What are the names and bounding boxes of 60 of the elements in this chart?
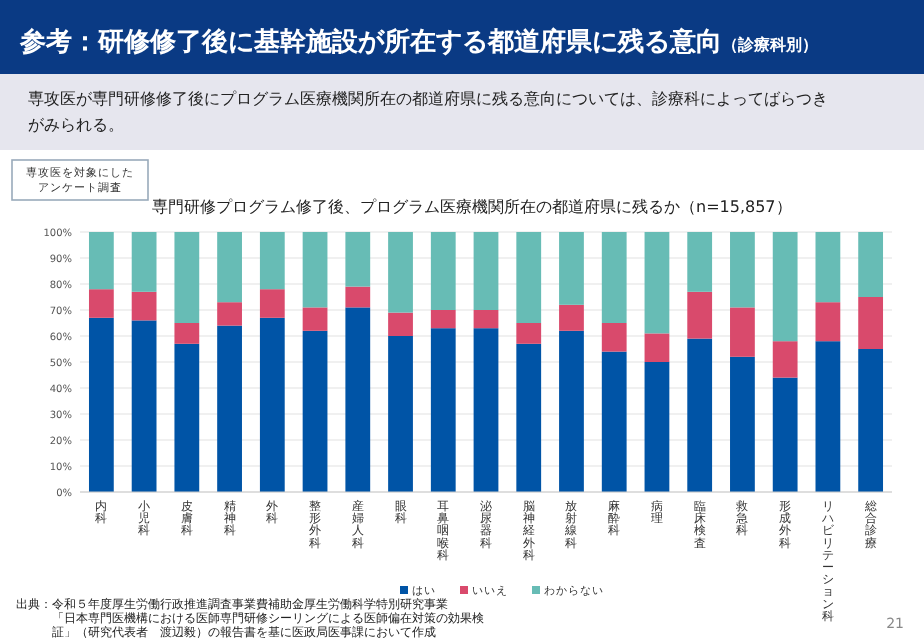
bar: [687, 232, 713, 292]
bar: [858, 297, 884, 349]
bar: [174, 343, 200, 492]
bar: [88, 289, 114, 318]
bar: [302, 232, 328, 308]
bar: [174, 232, 200, 323]
bar: [430, 232, 456, 310]
bar: [388, 336, 413, 492]
bar: [644, 333, 670, 362]
bar: [131, 320, 157, 492]
bar: [730, 356, 755, 492]
bar: [815, 302, 841, 342]
bar: [559, 330, 584, 492]
bar: [559, 304, 584, 331]
bar: [345, 307, 371, 492]
bar: [516, 323, 542, 344]
bar: [601, 351, 627, 492]
bar: [302, 307, 328, 331]
bar: [730, 307, 755, 357]
bar: [345, 286, 371, 308]
bar: [473, 328, 499, 492]
bar: [388, 312, 413, 336]
bar: [815, 232, 841, 303]
bar: [217, 325, 242, 492]
bar: [730, 232, 755, 308]
bar: [430, 328, 456, 492]
bar: [601, 232, 627, 323]
bar: [772, 232, 798, 342]
bar: [217, 302, 242, 326]
bar: [302, 330, 328, 492]
bar: [388, 232, 413, 313]
bar: [687, 291, 713, 339]
bar: [88, 232, 114, 290]
bar: [430, 310, 456, 329]
bar: [174, 323, 200, 344]
bar: [217, 232, 242, 303]
bar: [516, 343, 542, 492]
bar: [815, 341, 841, 492]
bar: [858, 232, 884, 297]
bar: [772, 341, 798, 378]
bar: [644, 232, 670, 334]
bar: [259, 317, 285, 492]
text: 専攻医が専門研修修了後にプログラム医療機関所在の都道府県に残る意向については、診療科によってばらつきがみられる。: [28, 90, 828, 134]
bar: [259, 289, 285, 318]
bar: [473, 232, 499, 310]
bar: [88, 317, 114, 492]
bar: [858, 349, 884, 492]
bar: [473, 310, 499, 329]
bar: [131, 232, 157, 292]
bar: [559, 232, 584, 305]
bar: [345, 232, 371, 287]
bar: [644, 362, 670, 492]
chart-subtitle: 専門研修プログラム修了後、プログラム医療機関所在の都道府県に残るか（n=15,857）: [152, 198, 792, 216]
bar: [131, 291, 157, 321]
bar: [516, 232, 542, 323]
bar: [772, 377, 798, 492]
text: （診療科別）: [722, 34, 818, 54]
bar: [687, 338, 713, 492]
bar: [259, 232, 285, 290]
bar: [601, 323, 627, 352]
